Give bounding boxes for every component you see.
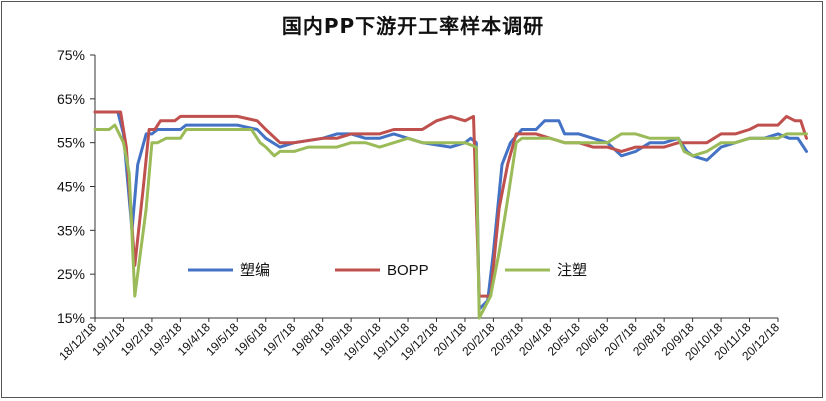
y-tick-label: 25%	[57, 266, 85, 282]
y-tick-label: 55%	[57, 135, 85, 151]
y-tick-label: 15%	[57, 310, 85, 326]
x-tick-label: 18/12/18	[56, 320, 99, 363]
legend-label-1: BOPP	[387, 262, 429, 279]
y-tick-label: 75%	[57, 47, 85, 63]
series-line-1	[93, 110, 808, 298]
y-tick-label: 65%	[57, 91, 85, 107]
legend-label-0: 塑编	[240, 262, 270, 279]
legend-label-2: 注塑	[557, 262, 587, 279]
chart-title: 国内PP下游开工率样本调研	[281, 14, 545, 38]
series-line-2	[93, 123, 808, 320]
y-tick-label: 45%	[57, 179, 85, 195]
y-tick-label: 35%	[57, 222, 85, 238]
